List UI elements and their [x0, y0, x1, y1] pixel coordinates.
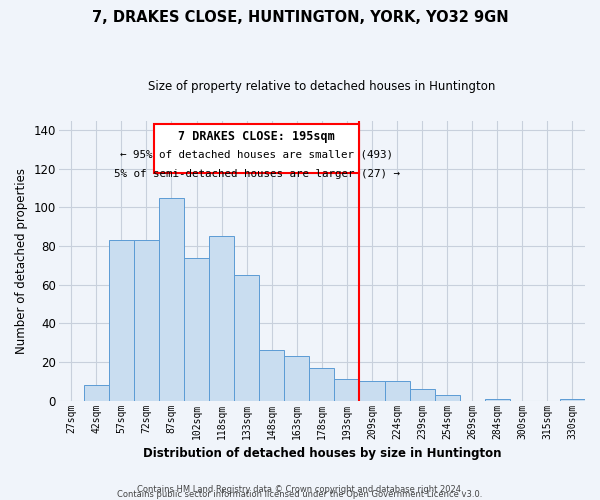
X-axis label: Distribution of detached houses by size in Huntington: Distribution of detached houses by size … — [143, 447, 501, 460]
Text: Contains HM Land Registry data © Crown copyright and database right 2024.: Contains HM Land Registry data © Crown c… — [137, 484, 463, 494]
Bar — [410, 389, 434, 400]
Bar — [209, 236, 234, 400]
Bar — [109, 240, 134, 400]
Y-axis label: Number of detached properties: Number of detached properties — [15, 168, 28, 354]
Bar — [184, 258, 209, 400]
Bar — [134, 240, 159, 400]
Bar — [259, 350, 284, 401]
Title: Size of property relative to detached houses in Huntington: Size of property relative to detached ho… — [148, 80, 496, 93]
Bar — [159, 198, 184, 400]
Text: 5% of semi-detached houses are larger (27) →: 5% of semi-detached houses are larger (2… — [113, 169, 400, 179]
Bar — [560, 398, 585, 400]
Bar — [359, 382, 385, 400]
Bar — [84, 385, 109, 400]
Text: 7, DRAKES CLOSE, HUNTINGTON, YORK, YO32 9GN: 7, DRAKES CLOSE, HUNTINGTON, YORK, YO32 … — [92, 10, 508, 25]
Bar — [334, 380, 359, 400]
Text: ← 95% of detached houses are smaller (493): ← 95% of detached houses are smaller (49… — [120, 150, 393, 160]
Bar — [434, 395, 460, 400]
FancyBboxPatch shape — [154, 124, 359, 172]
Bar — [284, 356, 310, 401]
Bar — [310, 368, 334, 400]
Text: 7 DRAKES CLOSE: 195sqm: 7 DRAKES CLOSE: 195sqm — [178, 130, 335, 143]
Text: Contains public sector information licensed under the Open Government Licence v3: Contains public sector information licen… — [118, 490, 482, 499]
Bar — [234, 275, 259, 400]
Bar — [385, 382, 410, 400]
Bar — [485, 398, 510, 400]
